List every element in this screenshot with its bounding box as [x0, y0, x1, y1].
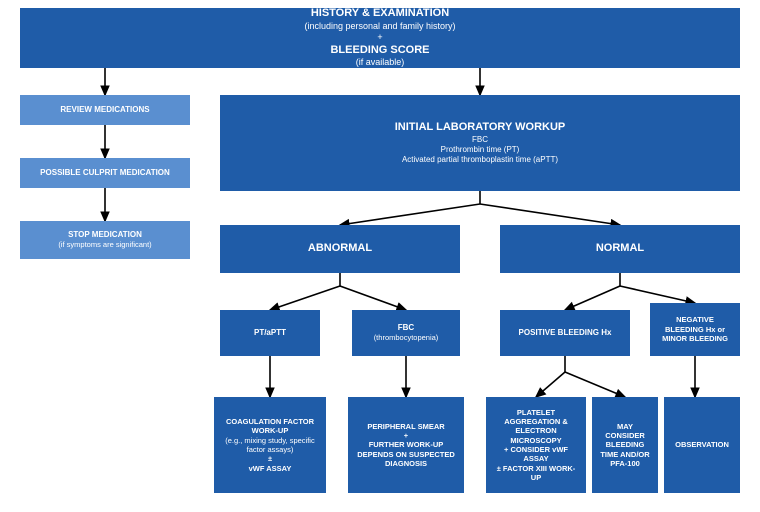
node-platelet: PLATELET AGGREGATION & ELECTRON MICROSCO… [486, 397, 586, 493]
node-stopMed-line: (if symptoms are significant) [58, 240, 151, 249]
node-coag: COAGULATION FACTOR WORK-UP(e.g., mixing … [214, 397, 326, 493]
node-smear: PERIPHERAL SMEAR+FURTHER WORK-UP DEPENDS… [348, 397, 464, 493]
node-fbc-line: (thrombocytopenia) [374, 333, 439, 342]
node-initialLab-line: Prothrombin time (PT) [441, 145, 520, 155]
node-platelet-line: PLATELET AGGREGATION & ELECTRON MICROSCO… [492, 408, 580, 446]
node-abnormal-line: ABNORMAL [308, 242, 372, 256]
node-negBleed: NEGATIVE BLEEDING Hx or MINOR BLEEDING [650, 303, 740, 356]
node-smear-line: FURTHER WORK-UP DEPENDS ON SUSPECTED DIA… [354, 440, 458, 468]
node-negBleed-line: NEGATIVE BLEEDING Hx or MINOR BLEEDING [656, 315, 734, 343]
node-smear-line: + [404, 431, 408, 440]
node-normal: NORMAL [500, 225, 740, 273]
node-abnormal: ABNORMAL [220, 225, 460, 273]
node-platelet-line: ± FACTOR XIII WORK-UP [492, 464, 580, 483]
node-ptaptt: PT/aPTT [220, 310, 320, 356]
node-posBleed: POSITIVE BLEEDING Hx [500, 310, 630, 356]
node-reviewMeds-line: REVIEW MEDICATIONS [60, 105, 149, 115]
node-stopMed-line: STOP MEDICATION [68, 230, 142, 240]
node-consider: MAY CONSIDER BLEEDING TIME AND/OR PFA-10… [592, 397, 658, 493]
node-header-line: + [377, 32, 382, 43]
node-observation-line: OBSERVATION [675, 440, 729, 449]
node-header-line: BLEEDING SCORE [330, 44, 429, 58]
node-header-line: (including personal and family history) [304, 21, 455, 32]
node-normal-line: NORMAL [596, 242, 644, 256]
node-observation: OBSERVATION [664, 397, 740, 493]
node-coag-line: COAGULATION FACTOR WORK-UP [220, 417, 320, 436]
node-coag-line: vWF ASSAY [249, 464, 292, 473]
node-culprit-line: POSSIBLE CULPRIT MEDICATION [40, 168, 170, 178]
node-platelet-line: + CONSIDER vWF ASSAY [492, 445, 580, 464]
node-header-line: (if available) [356, 57, 405, 68]
node-ptaptt-line: PT/aPTT [254, 328, 286, 338]
node-initialLab-line: Activated partial thromboplastin time (a… [402, 155, 558, 165]
node-smear-line: PERIPHERAL SMEAR [367, 422, 444, 431]
node-stopMed: STOP MEDICATION(if symptoms are signific… [20, 221, 190, 259]
node-header-line: HISTORY & EXAMINATION [311, 7, 449, 21]
node-header: HISTORY & EXAMINATION(including personal… [20, 8, 740, 68]
node-consider-line: MAY CONSIDER BLEEDING TIME AND/OR PFA-10… [598, 422, 652, 469]
node-coag-line: (e.g., mixing study, specific factor ass… [220, 436, 320, 455]
node-fbc: FBC(thrombocytopenia) [352, 310, 460, 356]
node-posBleed-line: POSITIVE BLEEDING Hx [519, 328, 612, 338]
node-initialLab: INITIAL LABORATORY WORKUP FBCProthrombin… [220, 95, 740, 191]
node-initialLab-line: INITIAL LABORATORY WORKUP [395, 121, 566, 135]
node-fbc-line: FBC [398, 323, 414, 333]
node-culprit: POSSIBLE CULPRIT MEDICATION [20, 158, 190, 188]
node-coag-line: ± [268, 454, 272, 463]
node-reviewMeds: REVIEW MEDICATIONS [20, 95, 190, 125]
node-initialLab-line: FBC [472, 135, 488, 145]
